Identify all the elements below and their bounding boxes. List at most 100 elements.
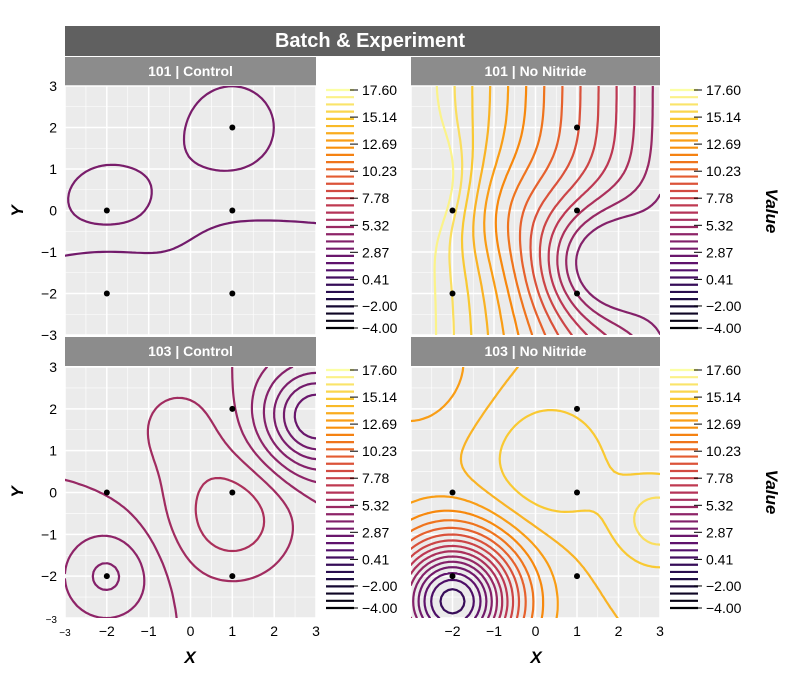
colorbar-title-top: Value [762,189,781,234]
colorbar-4: 17.60 15.14 12.69 10.23 7.78 5.32 2.87 0.41 −2.0… [670,362,742,616]
y-tick-label: 2 [49,120,57,136]
data-point [229,405,236,412]
contour-level [460,86,474,335]
panel-2: 101 | No Nitride [410,57,661,336]
colorbar-tick-label: 10.23 [706,163,741,179]
panel-3: 103 | Control 3 2 1 0 −1 −2 −3−3 −2 −1 0 1 2 3 [41,337,320,639]
colorbar-tick-label: 10.23 [706,443,741,459]
contour-level [411,544,509,618]
contour-level [498,409,660,569]
y-tick-label: 1 [49,161,57,177]
contour-level [494,86,528,335]
x-tick-label: 2 [270,623,278,639]
colorbar-tick-label: −4.00 [362,600,398,616]
colorbar-tick-label: 15.14 [706,109,741,125]
panel-4: 103 | No Nitride −2 −1 0 1 2 3 [410,337,664,639]
contour-level [411,539,515,618]
x-axis-title-right: X [529,648,543,667]
panel-strip [411,337,660,366]
contour-level [411,526,527,618]
colorbar-tick-label: 0.41 [706,551,733,567]
contour-level [448,86,464,335]
contour-level [556,86,636,335]
contour-level [430,578,475,618]
colorbar-tick-label: 15.14 [362,389,397,405]
contour-level [411,550,504,618]
y-tick-label: −3 [46,615,58,626]
x-axis-title-left: X [183,648,197,667]
colorbar-tick-label: 7.78 [706,470,733,486]
colorbar-tick-label: 5.32 [362,497,389,513]
data-point [449,207,456,214]
y-tick-label: −2 [41,568,57,584]
colorbar-tick-label: 2.87 [706,524,733,540]
contour-level [411,367,559,618]
colorbar-tick-label: 0.41 [362,551,389,567]
colorbar-tick-label: 5.32 [706,497,733,513]
panel-strip [411,57,660,86]
y-tick-label: 0 [49,485,57,501]
contour-level [423,572,482,618]
colorbar-tick-label: 10.23 [362,163,397,179]
contour-level [293,393,316,440]
y-tick-label: 3 [49,78,57,94]
colorbar-tick-label: 12.69 [362,416,397,432]
contour-level [146,396,294,583]
y-tick-label: −2 [41,286,57,302]
data-point [449,290,456,297]
colorbar-tick-label: −4.00 [362,320,398,336]
panel-title: 103 | No Nitride [485,343,587,359]
x-tick-label: −2 [99,623,115,639]
colorbar-tick-label: 17.60 [362,362,397,378]
contour-level [411,555,499,618]
y-tick-label: −3 [41,327,57,343]
y-tick-label: −1 [41,244,57,260]
data-point [103,290,110,297]
x-tick-label: 3 [312,623,320,639]
data-point [574,489,580,496]
x-tick-label: 3 [656,623,664,639]
contour-level [459,367,619,618]
colorbar-tick-label: 5.32 [706,217,733,233]
data-point [103,489,110,496]
colorbar-tick-label: 12.69 [706,136,741,152]
colorbar-1: 17.60 15.14 12.69 10.23 7.78 5.32 2.87 0.41 −2.0… [316,58,410,337]
colorbar-tick-label: −2.00 [706,578,742,594]
colorbar-tick-label: 2.87 [362,524,389,540]
colorbar-tick-label: 17.60 [362,82,397,98]
contour-level [575,193,660,335]
contour-level [633,496,660,546]
colorbar-tick-label: 17.60 [706,362,741,378]
contour-lines [65,86,316,257]
panel-strip [65,57,316,86]
data-point [449,573,456,580]
panel-title: 101 | Control [148,63,233,79]
x-tick-label: 0 [532,623,540,639]
colorbar-tick-label: 0.41 [362,271,389,287]
contour-level [65,219,316,257]
contour-level [411,533,521,618]
contour-lines [65,367,316,618]
contour-level [65,367,316,618]
colorbar-tick-label: −4.00 [706,320,742,336]
contour-level [282,382,316,451]
contour-lines [411,367,660,618]
data-point [574,207,580,214]
colorbar-tick-label: 17.60 [706,82,741,98]
colorbar-tick-label: 12.69 [362,136,397,152]
contour-level [472,86,492,335]
contour-level [417,566,488,618]
contour-level [529,86,582,335]
data-point [229,573,236,580]
contour-level [411,519,535,618]
data-point [103,573,110,580]
data-point [449,489,456,496]
contour-level [506,86,546,335]
colorbar-3: 17.60 15.14 12.69 10.23 7.78 5.32 2.87 0.41 −2.0… [316,338,410,619]
y-tick-label: −1 [41,526,57,542]
data-point [574,290,580,297]
contour-level [538,86,600,335]
colorbar-tick-label: 0.41 [706,271,733,287]
contour-level [412,560,493,618]
